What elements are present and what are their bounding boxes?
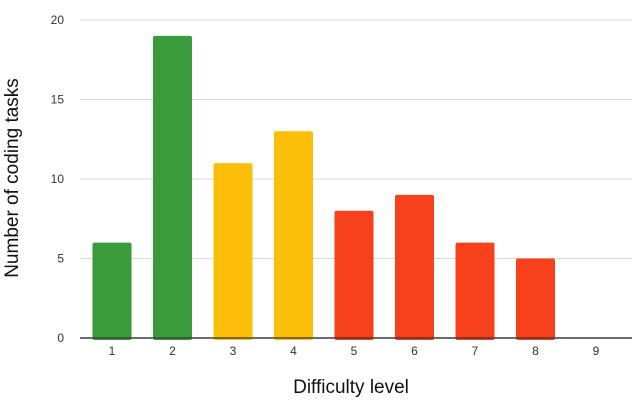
y-axis-title: Number of coding tasks <box>2 78 23 278</box>
bars <box>92 35 555 341</box>
y-tick-label: 20 <box>51 13 65 27</box>
y-tick-labels: 0 5 10 15 20 <box>51 13 65 345</box>
y-tick-label: 5 <box>57 252 64 266</box>
x-axis-title: Difficulty level <box>293 377 409 398</box>
x-tick-labels: 1 2 3 4 5 6 7 8 9 <box>109 344 600 358</box>
bar-5 <box>334 210 374 340</box>
x-tick-label: 3 <box>230 344 237 358</box>
bar-7 <box>455 242 495 340</box>
x-tick-label: 4 <box>290 344 297 358</box>
x-tick-label: 2 <box>169 344 176 358</box>
y-tick-label: 15 <box>51 93 65 107</box>
y-tick-label: 0 <box>57 331 64 345</box>
x-tick-label: 9 <box>593 344 600 358</box>
x-tick-label: 5 <box>351 344 358 358</box>
bar-8 <box>516 258 555 340</box>
bar-1 <box>92 242 132 340</box>
x-tick-label: 7 <box>472 344 479 358</box>
bar-6 <box>395 194 434 340</box>
bar-4 <box>274 131 313 340</box>
bar-3 <box>213 163 253 340</box>
bar-2 <box>153 35 192 341</box>
x-tick-label: 8 <box>532 344 539 358</box>
x-tick-label: 6 <box>411 344 418 358</box>
y-tick-label: 10 <box>51 172 65 186</box>
x-tick-label: 1 <box>109 344 116 358</box>
